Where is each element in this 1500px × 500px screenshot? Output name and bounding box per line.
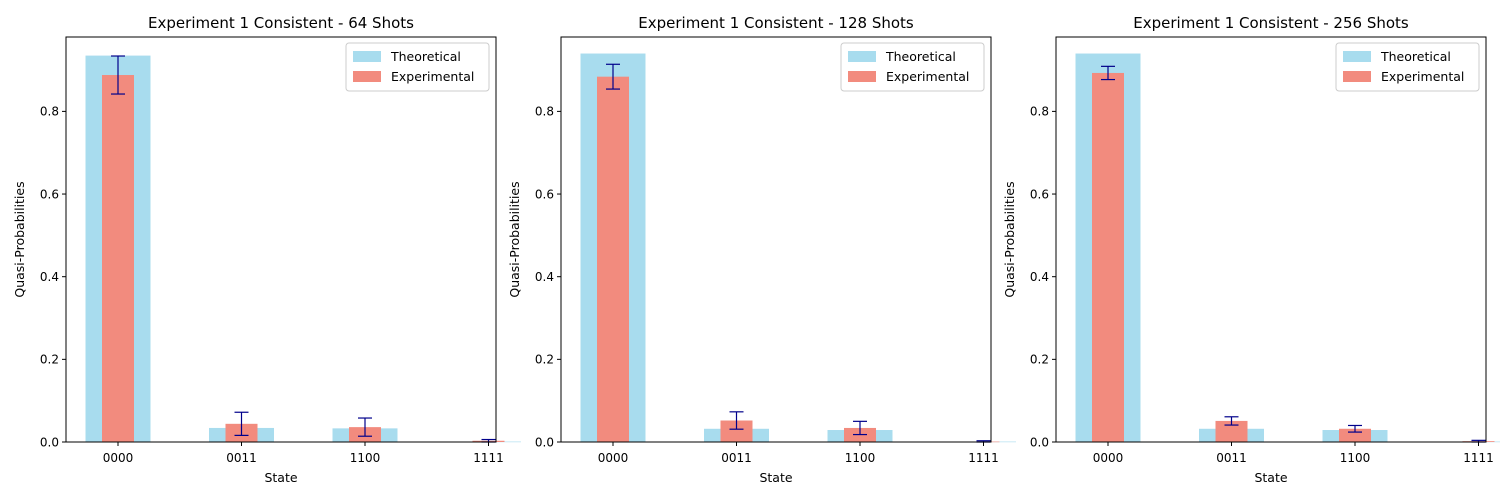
x-tick-label: 0000 xyxy=(1093,451,1124,465)
legend-label-experimental: Experimental xyxy=(391,69,474,84)
x-tick-label: 0011 xyxy=(721,451,752,465)
y-tick-label: 0.0 xyxy=(1030,435,1049,449)
chart-panel-1: 0.0 0.2 0.4 0.6 0.8 0000 0011 1100 1111 Experimen… xyxy=(12,14,521,485)
legend-box xyxy=(840,42,985,92)
error-bar-0011 xyxy=(729,411,744,430)
y-tick-label: 0.2 xyxy=(40,353,59,367)
error-bar-0000 xyxy=(1101,65,1115,81)
x-axis-label: State xyxy=(264,470,297,485)
error-bar-0011 xyxy=(234,411,249,436)
legend: Theoretical Experimental xyxy=(345,42,490,92)
legend-label-experimental: Experimental xyxy=(1381,69,1464,84)
chart-title: Experiment 1 Consistent - 64 Shots xyxy=(148,14,414,32)
chart-panel-3: 0.0 0.2 0.4 0.6 0.8 0000 0011 1100 1111 Experimen… xyxy=(1002,14,1500,485)
legend-label-experimental: Experimental xyxy=(886,69,969,84)
experimental-bar-0000 xyxy=(1092,72,1124,443)
x-tick-label: 0000 xyxy=(598,451,629,465)
y-axis-label: Quasi-Probabilities xyxy=(1002,181,1017,297)
x-tick-label: 0011 xyxy=(1216,451,1247,465)
legend-swatch-theoretical xyxy=(353,51,381,62)
x-tick-label: 1100 xyxy=(1340,451,1371,465)
y-axis-label: Quasi-Probabilities xyxy=(12,181,27,297)
legend-swatch-theoretical xyxy=(848,51,876,62)
plot-frame xyxy=(1055,36,1487,443)
x-axis-label: State xyxy=(759,470,792,485)
error-bar-1100 xyxy=(1348,424,1362,433)
y-axis-label: Quasi-Probabilities xyxy=(507,181,522,297)
y-tick-label: 0.8 xyxy=(535,105,554,119)
y-tick-label: 0.6 xyxy=(40,187,59,201)
y-tick-label: 0.8 xyxy=(40,105,59,119)
y-tick-label: 0.0 xyxy=(535,435,554,449)
experimental-bar-0000 xyxy=(597,76,629,443)
x-tick-label: 0000 xyxy=(103,451,134,465)
legend-box xyxy=(345,42,490,92)
x-tick-label: 1100 xyxy=(350,451,381,465)
x-axis-label: State xyxy=(1254,470,1287,485)
error-bar-0000 xyxy=(606,63,620,90)
legend-label-theoretical: Theoretical xyxy=(1380,49,1451,64)
legend-swatch-experimental xyxy=(1343,71,1371,82)
x-tick-label: 1111 xyxy=(473,451,504,465)
error-bar-0000 xyxy=(111,55,125,95)
y-tick-label: 0.2 xyxy=(535,353,554,367)
error-bar-1100 xyxy=(358,417,372,437)
y-tick-label: 0.4 xyxy=(535,270,554,284)
y-tick-label: 0.8 xyxy=(1030,105,1049,119)
experimental-bar-0011 xyxy=(1215,420,1248,442)
legend: Theoretical Experimental xyxy=(1335,42,1480,92)
error-bar-0011 xyxy=(1224,416,1239,426)
x-tick-label: 1100 xyxy=(845,451,876,465)
legend-label-theoretical: Theoretical xyxy=(885,49,956,64)
error-bar-1100 xyxy=(853,420,867,436)
plot-frame xyxy=(560,36,992,443)
x-tick-label: 1111 xyxy=(1463,451,1494,465)
legend-swatch-theoretical xyxy=(1343,51,1371,62)
legend-label-theoretical: Theoretical xyxy=(390,49,461,64)
y-tick-label: 0.6 xyxy=(1030,187,1049,201)
chart-title: Experiment 1 Consistent - 128 Shots xyxy=(638,14,914,32)
y-tick-label: 0.2 xyxy=(1030,353,1049,367)
y-tick-label: 0.6 xyxy=(535,187,554,201)
legend-box xyxy=(1335,42,1480,92)
x-tick-label: 0011 xyxy=(226,451,257,465)
experimental-bar-1100 xyxy=(1339,428,1371,442)
x-tick-label: 1111 xyxy=(968,451,999,465)
y-tick-label: 0.4 xyxy=(40,270,59,284)
experimental-bar-0011 xyxy=(720,420,753,442)
chart-title: Experiment 1 Consistent - 256 Shots xyxy=(1133,14,1409,32)
legend-swatch-experimental xyxy=(848,71,876,82)
chart-panel-2: 0.0 0.2 0.4 0.6 0.8 0000 0011 1100 1111 Experimen… xyxy=(507,14,1016,485)
plot-frame xyxy=(65,36,497,443)
y-tick-label: 0.4 xyxy=(1030,270,1049,284)
legend: Theoretical Experimental xyxy=(840,42,985,92)
experimental-bar-0000 xyxy=(102,75,134,442)
y-tick-label: 0.0 xyxy=(40,435,59,449)
legend-swatch-experimental xyxy=(353,71,381,82)
